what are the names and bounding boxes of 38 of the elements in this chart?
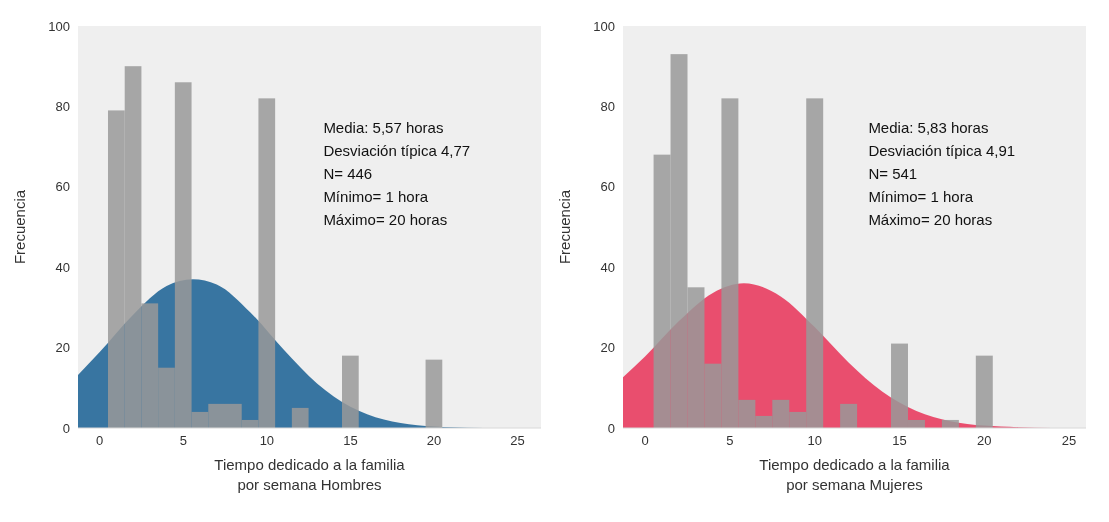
annotation: Media: 5,57 horas	[323, 118, 445, 138]
x-tick-label: 5	[726, 433, 734, 449]
x-tick-label: 10	[259, 433, 275, 449]
y-tick-label: 60	[600, 179, 615, 195]
y-tick-label: 60	[55, 179, 70, 195]
annotation: Mínimo= 1 hora	[868, 187, 974, 207]
y-axis-title: Frecuencia	[11, 189, 29, 265]
y-tick-label: 100	[593, 18, 615, 34]
y-tick-label: 20	[55, 340, 70, 356]
annotation: Desviación típica 4,91	[868, 141, 1016, 161]
annotation: Máximo= 20 horas	[868, 210, 994, 230]
annotation: Mínimo= 1 hora	[323, 187, 429, 207]
y-tick-label: 40	[55, 259, 70, 275]
x-tick-label: 25	[1061, 433, 1077, 449]
y-axis-title: Frecuencia	[556, 189, 574, 265]
y-tick-label: 20	[600, 340, 615, 356]
annotation: N= 541	[868, 164, 919, 184]
x-axis-title: Tiempo dedicado a la familia por semana Mujeres	[759, 456, 951, 493]
x-tick-label: 15	[892, 433, 907, 449]
y-tick-label: 80	[55, 99, 70, 115]
x-tick-label: 0	[641, 433, 649, 449]
y-tick-label: 0	[62, 420, 70, 436]
x-tick-label: 20	[977, 433, 992, 449]
annotation: Desviación típica 4,77	[323, 141, 471, 161]
x-tick-label: 25	[510, 433, 525, 449]
y-tick-label: 100	[48, 18, 70, 34]
x-tick-label: 10	[807, 433, 822, 449]
x-tick-label: 15	[343, 433, 358, 449]
annotation: Media: 5,83 horas	[868, 118, 990, 138]
x-tick-label: 0	[96, 433, 104, 449]
y-tick-label: 80	[600, 99, 615, 115]
x-tick-label: 20	[426, 433, 442, 449]
y-tick-label: 40	[600, 259, 615, 275]
x-axis-title: Tiempo dedicado a la familia por semana Hombres	[214, 456, 406, 493]
annotation: N= 446	[323, 164, 374, 184]
y-tick-label: 0	[607, 420, 615, 436]
x-tick-label: 5	[179, 433, 187, 449]
annotation: Máximo= 20 horas	[323, 210, 449, 230]
